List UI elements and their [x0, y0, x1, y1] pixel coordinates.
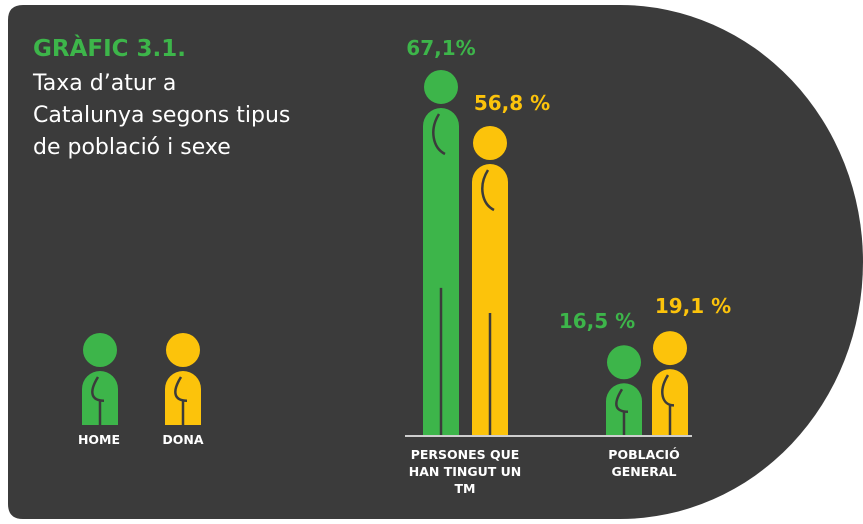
category-label: PERSONES QUE HAN TINGUT UN TM	[400, 446, 530, 497]
value-label: 19,1 %	[655, 294, 731, 318]
value-label: 56,8 %	[474, 91, 550, 115]
category-label: POBLACIÓ GENERAL	[579, 446, 709, 480]
figure-head	[83, 333, 117, 367]
legend-figure	[82, 333, 118, 425]
value-label: 67,1%	[406, 36, 475, 60]
figure-head	[653, 331, 687, 365]
chart-title: GRÀFIC 3.1.	[33, 36, 186, 62]
figure-head	[473, 126, 507, 160]
figure-head	[607, 345, 641, 379]
figure-bar	[606, 345, 642, 435]
chart-subtitle: Taxa d’atur a Catalunya segons tipus de …	[33, 68, 293, 164]
legend-figure	[165, 333, 201, 425]
figure-bar	[652, 331, 688, 435]
figure-head	[166, 333, 200, 367]
figure-bar	[472, 126, 508, 435]
page: 67,1% 16,5 % 56,8 % 19,1 % GRÀFIC 3.1. Taxa…	[0, 0, 863, 524]
value-label: 16,5 %	[559, 309, 635, 333]
figure-bar	[423, 70, 459, 435]
legend-label: DONA	[153, 432, 213, 447]
legend-label: HOME	[69, 432, 129, 447]
figure-head	[424, 70, 458, 104]
